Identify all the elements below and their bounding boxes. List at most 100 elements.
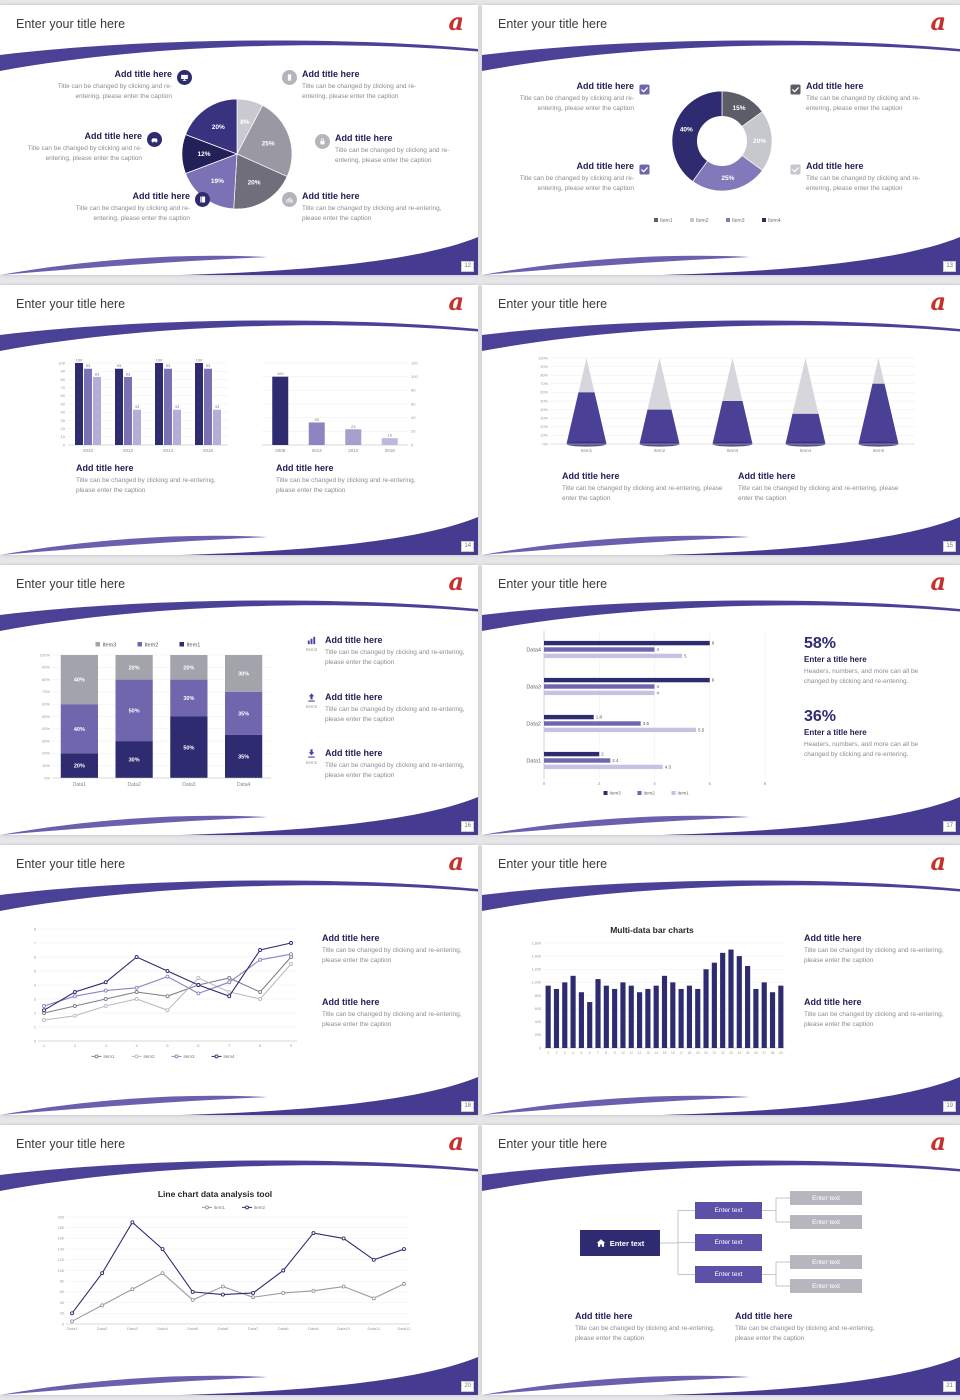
callout-caption: Title can be changed by clicking and re-… [335,147,450,164]
svg-text:20%: 20% [42,751,50,756]
flow-node-label: Enter text [812,1258,840,1266]
flow-node-label: Enter text [714,1207,743,1214]
checkbox-icon [639,82,650,100]
stat-value: 36% [804,708,837,725]
block-title: Add title here [575,1311,633,1321]
svg-text:60%: 60% [42,702,50,707]
cone-chart: 0% 10% 20% 30% 40% 50% 60% 70% 80% 90% 100% Item1 It… [538,356,915,453]
callout-caption: Title can be changed by clicking and re-… [75,205,190,222]
svg-text:2014: 2014 [163,448,174,453]
svg-text:43: 43 [135,404,140,409]
svg-text:35%: 35% [238,754,249,760]
svg-text:20: 20 [61,426,66,431]
svg-text:40%: 40% [74,678,85,684]
svg-text:24: 24 [738,1051,742,1055]
slide-page-13[interactable]: Enter your title here a 15% 20% 25% 40% Item… [482,5,960,275]
callout-caption: Title can be changed by clicking and re-… [325,762,465,779]
svg-text:0: 0 [539,1046,541,1050]
block-caption: Title can be changed by clicking and re-… [322,947,462,964]
svg-text:90: 90 [61,369,66,374]
svg-text:2014: 2014 [312,448,323,453]
brand-logo: a [930,287,946,316]
slide-page-12[interactable]: Enter your title here a 8% 25% 20% 19% 12% 20… [0,5,478,275]
slide-page-15[interactable]: Enter your title here a 0% 10% 20% 30% 40% 50… [482,285,960,555]
svg-text:80: 80 [411,388,416,393]
text-block-right: Add title here Title can be changed by c… [735,1311,890,1344]
block-title: Add title here [76,463,134,473]
svg-text:23: 23 [729,1051,733,1055]
svg-text:20%: 20% [540,425,548,429]
callout-title: Add title here [335,133,393,143]
svg-text:Data1: Data1 [67,1326,78,1331]
slide-page-20[interactable]: Enter your title here a Line chart data … [0,1125,478,1395]
svg-text:10: 10 [61,434,66,439]
brand-logo: a [448,287,464,316]
slide-page-18[interactable]: Enter your title here a 0 1 2 3 4 5 6 7 8 1 2 3 4 5 6 7… [0,845,478,1115]
svg-text:17: 17 [679,1051,683,1055]
donut-chart: 15% 20% 25% 40% Item1 Item2 Item3 Item4 [654,90,781,224]
callout-text: Add title here Title can be changed by c… [500,161,634,194]
svg-text:10: 10 [388,433,393,438]
top-swoosh-decoration [0,1160,478,1191]
svg-text:35%: 35% [238,711,249,717]
bar-chart: 0 20 40 60 80 100 120 2008 100 2014 33 2012 23 2018 10 [262,360,418,453]
svg-text:7: 7 [34,941,36,945]
slide-title: Enter your title here [16,17,126,31]
svg-text:4: 4 [657,647,660,652]
callout-lock: Add title here Title can be changed by c… [315,133,467,166]
svg-text:27: 27 [762,1051,766,1055]
svg-text:1: 1 [547,1051,549,1055]
slide-page-17[interactable]: Enter your title here a 0 2 4 6 8 Data4 6 4 5 Dat… [482,565,960,835]
flow-leaf-node-3: Enter text [790,1255,862,1269]
block-caption: Title can be changed by clicking and re-… [575,1325,715,1342]
svg-text:Data3: Data3 [526,685,541,691]
svg-text:20: 20 [411,429,416,434]
svg-text:2016: 2016 [203,448,214,453]
bicycle-icon [282,192,297,207]
icon-label: Item1 [305,760,318,765]
text-block-left: Add title here Title can be changed by c… [562,471,732,504]
callout-monitor: Add title here Title can be changed by c… [42,69,192,102]
slide-page-19[interactable]: Enter your title here a Multi-data bar c… [482,845,960,1115]
callout-text: Add title here Title can be changed by c… [335,133,467,166]
svg-text:item4: item4 [224,1054,236,1059]
svg-text:40%: 40% [540,408,548,412]
svg-text:8: 8 [605,1051,607,1055]
svg-text:93: 93 [117,363,122,368]
callout-caption: Title can be changed by clicking and re-… [57,83,172,100]
callout-text: Add title here Title can be changed by c… [806,161,942,194]
chart-title: Line chart data analysis tool [157,1189,273,1199]
stat-desc: Headers, numbers, and more can all be ch… [804,741,919,758]
svg-text:5: 5 [581,1051,583,1055]
brand-logo: a [448,847,464,876]
block-title: Add title here [276,463,334,473]
svg-text:6: 6 [712,678,715,683]
callout-title: Add title here [576,81,634,91]
svg-text:5.5: 5.5 [698,728,705,733]
flow-node-label: Enter text [609,1238,645,1248]
slide-page-14[interactable]: Enter your title here a 0 10 20 30 40 50 60 70 8… [0,285,478,555]
svg-text:200: 200 [535,1033,541,1037]
slide-page-16[interactable]: Enter your title here a Item3 Item2 Item1 0… [0,565,478,835]
block-caption: Title can be changed by clicking and re-… [76,477,216,494]
callout-text: Add title here Title can be changed by c… [12,131,142,164]
brand-logo: a [448,1127,464,1156]
svg-text:1,000: 1,000 [531,981,541,985]
svg-text:50: 50 [61,401,66,406]
smartphone-icon [282,70,297,85]
svg-text:20%: 20% [212,124,225,131]
icon-label: Item2 [305,704,318,709]
callout-caption: Title can be changed by clicking and re-… [806,95,921,112]
svg-text:140: 140 [58,1247,64,1251]
svg-text:20%: 20% [129,665,140,671]
svg-text:item2: item2 [254,1205,266,1210]
page-number: 12 [461,261,474,272]
flow-node-label: Enter text [714,1271,743,1278]
bottom-swoosh-decoration [482,1077,960,1115]
bottom-swoosh-decoration [0,797,478,835]
bottom-swoosh-decoration [482,237,960,275]
callout-text: Add title here Title can be changed by c… [325,635,465,668]
slide-page-21[interactable]: Enter your title here a Enter text Enter… [482,1125,960,1395]
svg-text:4: 4 [136,1043,139,1048]
